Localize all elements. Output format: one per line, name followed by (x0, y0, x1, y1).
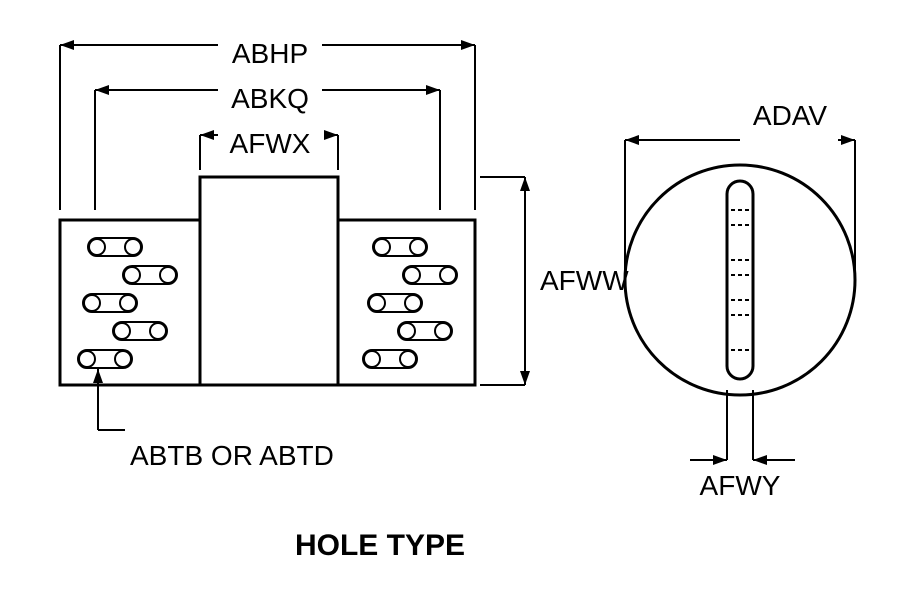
svg-text:HOLE TYPE: HOLE TYPE (295, 529, 465, 562)
svg-text:ABKQ: ABKQ (231, 83, 309, 114)
svg-text:AFWW: AFWW (540, 265, 629, 296)
svg-text:ABHP: ABHP (232, 38, 308, 69)
svg-text:ABTB OR ABTD: ABTB OR ABTD (130, 440, 334, 471)
svg-text:ADAV: ADAV (753, 100, 827, 131)
diagram-canvas: ABHP ABKQ AFWX AFWW ABTB OR ABTD ADAV AFWY HOLE… (0, 0, 900, 600)
svg-text:AFWX: AFWX (230, 128, 311, 159)
svg-text:AFWY: AFWY (700, 470, 781, 501)
